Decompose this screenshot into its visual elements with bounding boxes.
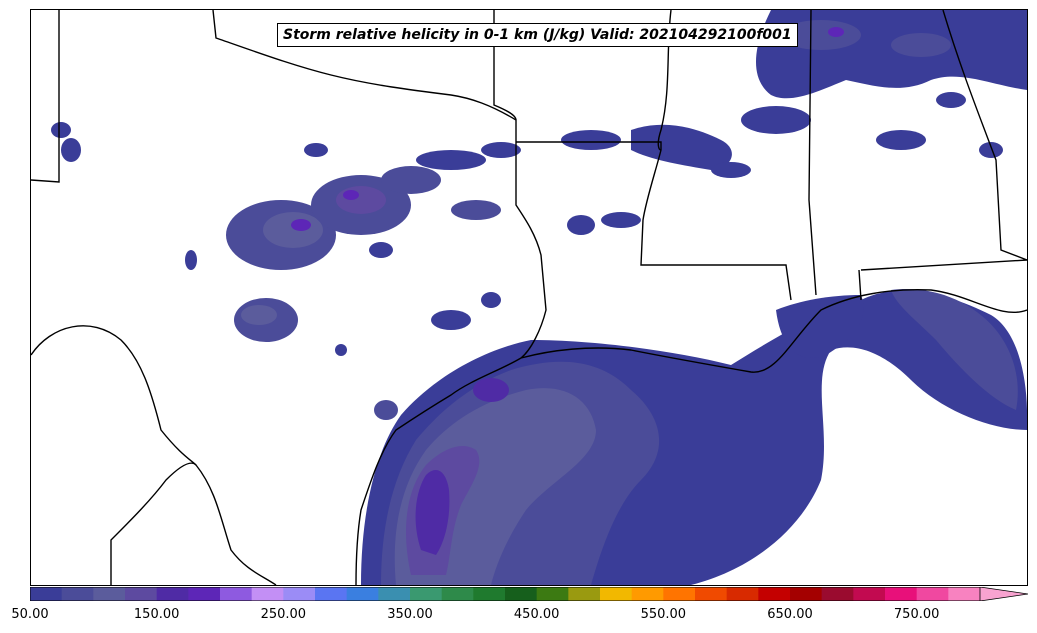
mexico-state-line <box>110 462 197 585</box>
colorbar-segment <box>188 587 221 601</box>
arkansas-north-border <box>493 10 517 121</box>
colorbar-segment <box>821 587 854 601</box>
gulf-helicity-field <box>361 289 1027 585</box>
colorbar-segment <box>251 587 284 601</box>
colorbar-segment <box>441 587 474 601</box>
colorbar-segment <box>156 587 189 601</box>
colorbar-tick-label: 150.00 <box>133 607 180 622</box>
colorbar-segment <box>885 587 918 601</box>
boundaries <box>31 10 1027 585</box>
colorbar-segment <box>30 587 63 601</box>
colorbar-segment <box>790 587 823 601</box>
map-canvas <box>31 10 1027 585</box>
map-panel: Storm relative helicity in 0-1 km (J/kg)… <box>30 9 1028 586</box>
colorbar-segment <box>600 587 633 601</box>
colorbar-tick-label: 550.00 <box>640 607 687 622</box>
texas-helicity-cells <box>51 122 641 420</box>
colorbar-segment <box>568 587 601 601</box>
colorbar-tick-label: 50.00 <box>11 607 49 622</box>
colorbar <box>30 587 1028 601</box>
colorbar-segment <box>853 587 886 601</box>
colorbar-tick-label: 350.00 <box>387 607 433 622</box>
colorbar-segment <box>505 587 538 601</box>
texas-oklahoma-border <box>31 10 547 359</box>
colorbar-segment <box>726 587 759 601</box>
mississippi-alabama-border <box>808 10 817 296</box>
colorbar-segment <box>315 587 348 601</box>
colorbar-segment <box>220 587 253 601</box>
colorbar-segment <box>61 587 94 601</box>
colorbar-tick-label: 450.00 <box>513 607 560 622</box>
rio-grande <box>31 325 277 585</box>
colorbar-tick-label: 750.00 <box>893 607 940 622</box>
colorbar-segment <box>346 587 379 601</box>
colorbar-tick-label: 650.00 <box>767 607 813 622</box>
colorbar-segment <box>410 587 443 601</box>
colorbar-segment <box>695 587 728 601</box>
alabama-georgia-border <box>942 10 1027 261</box>
colorbar-segment <box>536 587 569 601</box>
colorbar-segment <box>125 587 158 601</box>
map-title: Storm relative helicity in 0-1 km (J/kg)… <box>277 23 798 47</box>
colorbar-segment <box>378 587 411 601</box>
gulf-coastline <box>355 288 1027 585</box>
colorbar-segment <box>93 587 126 601</box>
colorbar-tick-label: 250.00 <box>260 607 307 622</box>
colorbar-segment <box>631 587 664 601</box>
arkansas-louisiana-border <box>516 141 792 301</box>
northern-helicity-band <box>561 10 1027 178</box>
colorbar-segment <box>916 587 949 601</box>
colorbar-segment <box>473 587 506 601</box>
florida-panhandle-border <box>858 259 1027 301</box>
colorbar-extend-arrow <box>979 587 1028 601</box>
colorbar-segment <box>663 587 696 601</box>
colorbar-segment <box>758 587 791 601</box>
colorbar-segment <box>283 587 316 601</box>
colorbar-segment <box>948 587 981 601</box>
